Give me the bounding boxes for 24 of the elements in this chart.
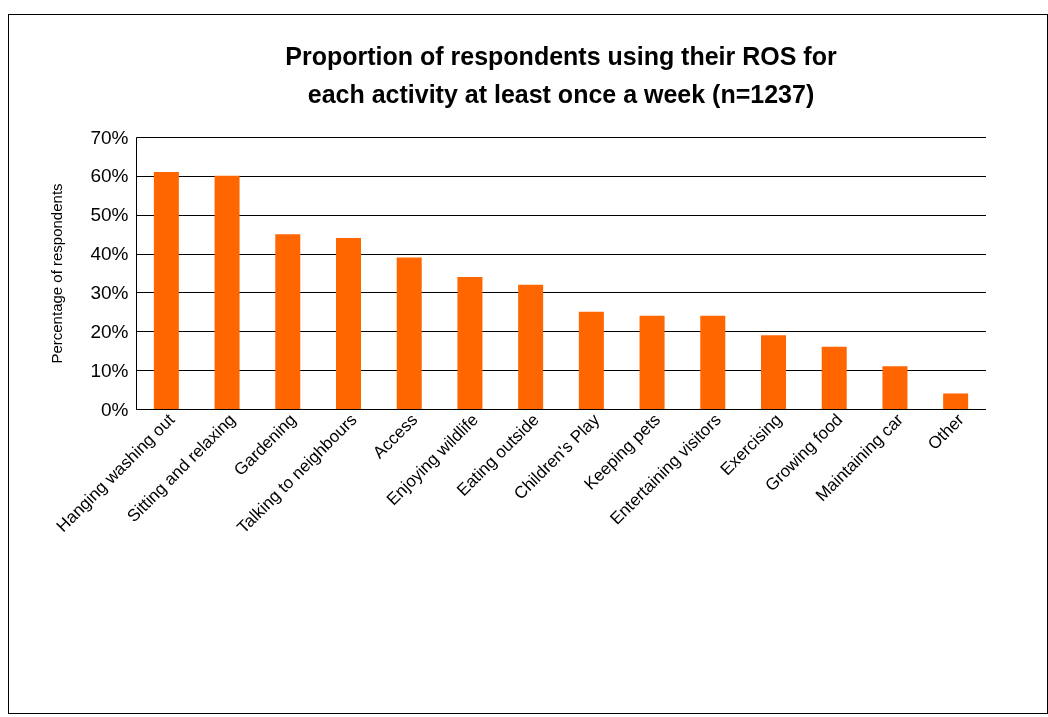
y-tick-label: 50% <box>90 204 129 226</box>
bar <box>214 175 240 409</box>
bar <box>275 234 301 409</box>
bar <box>700 315 726 409</box>
y-tick-label: 60% <box>90 165 129 187</box>
y-tick-label: 10% <box>90 359 129 381</box>
bar <box>639 315 665 409</box>
y-tick-label: 0% <box>101 398 129 420</box>
bar <box>578 311 604 409</box>
y-tick-label: 40% <box>90 243 129 265</box>
bar <box>336 238 361 409</box>
y-tick-label: 20% <box>90 320 129 342</box>
y-axis-title: Percentage of respondents <box>48 183 66 364</box>
bar <box>761 335 786 409</box>
bar <box>518 284 544 409</box>
bar <box>396 257 422 409</box>
chart-title: Proportion of respondents using their ROS for each activity at least once a week (n=1237) <box>285 42 837 108</box>
bar <box>882 366 908 409</box>
y-tick-label: 70% <box>90 126 129 148</box>
bar <box>457 276 483 409</box>
bar <box>821 346 847 409</box>
y-tick-label: 30% <box>90 281 129 303</box>
bar <box>943 393 969 409</box>
bar <box>153 171 179 409</box>
